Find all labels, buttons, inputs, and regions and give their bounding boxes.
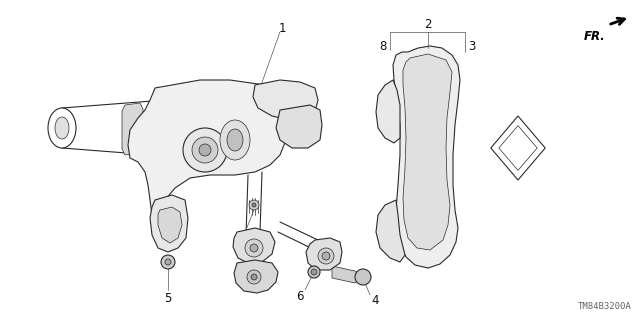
Polygon shape — [306, 238, 342, 270]
Text: 7: 7 — [234, 240, 242, 253]
Circle shape — [252, 203, 256, 207]
Circle shape — [308, 266, 320, 278]
Text: FR.: FR. — [583, 30, 605, 43]
Polygon shape — [128, 80, 290, 225]
Circle shape — [165, 259, 171, 265]
Text: 4: 4 — [371, 293, 379, 307]
Polygon shape — [276, 105, 322, 148]
Circle shape — [355, 269, 371, 285]
Text: TM84B3200A: TM84B3200A — [579, 302, 632, 311]
Polygon shape — [158, 207, 182, 243]
Ellipse shape — [48, 108, 76, 148]
Circle shape — [318, 248, 334, 264]
Polygon shape — [234, 260, 278, 293]
Text: 1: 1 — [278, 21, 285, 34]
Circle shape — [245, 239, 263, 257]
Polygon shape — [233, 228, 275, 264]
Text: 8: 8 — [380, 40, 387, 53]
Polygon shape — [122, 103, 143, 155]
Polygon shape — [253, 80, 318, 120]
Ellipse shape — [227, 129, 243, 151]
Polygon shape — [393, 46, 460, 268]
Polygon shape — [150, 195, 188, 252]
Circle shape — [183, 128, 227, 172]
Circle shape — [247, 270, 261, 284]
Text: 6: 6 — [296, 290, 304, 302]
Circle shape — [192, 137, 218, 163]
Text: 5: 5 — [164, 292, 172, 305]
Polygon shape — [491, 116, 545, 180]
Text: 3: 3 — [468, 40, 476, 53]
Circle shape — [311, 269, 317, 275]
Circle shape — [249, 200, 259, 210]
Circle shape — [322, 252, 330, 260]
Circle shape — [161, 255, 175, 269]
Polygon shape — [376, 200, 405, 262]
Ellipse shape — [220, 120, 250, 160]
Polygon shape — [332, 266, 360, 283]
Circle shape — [199, 144, 211, 156]
Text: 2: 2 — [424, 18, 432, 31]
Ellipse shape — [55, 117, 69, 139]
Circle shape — [250, 244, 258, 252]
Polygon shape — [499, 126, 537, 170]
Polygon shape — [376, 80, 400, 143]
Polygon shape — [403, 54, 452, 250]
Circle shape — [251, 274, 257, 280]
